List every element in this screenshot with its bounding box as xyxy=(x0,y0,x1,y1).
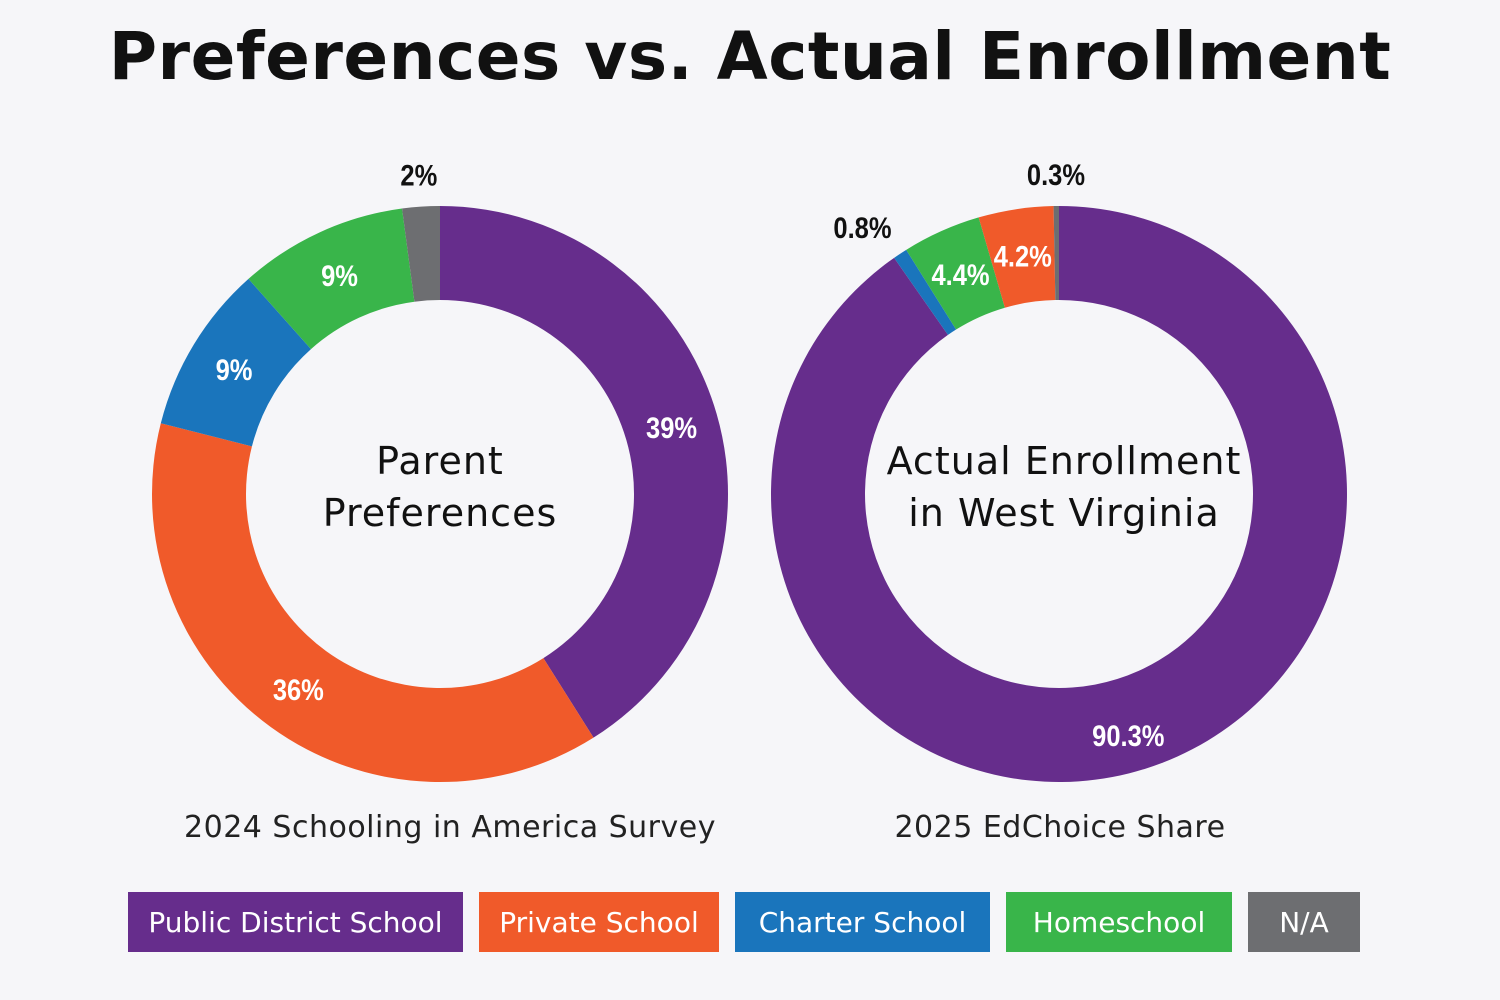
slice-public xyxy=(440,206,728,738)
data-label-private: 4.2% xyxy=(994,240,1052,273)
right-chart-source: 2025 EdChoice Share xyxy=(894,810,1226,845)
data-label-public: 90.3% xyxy=(1092,719,1165,752)
legend-item-na: N/A xyxy=(1248,892,1360,952)
center-label-line: Actual Enrollment xyxy=(887,439,1242,483)
actual-enrollment-donut: 90.3% 0.8% 4.4%4.2% 0.3% Actual Enrollment in… xyxy=(771,158,1347,783)
center-label-line: in West Virginia xyxy=(908,491,1220,535)
center-label-line: Parent xyxy=(376,439,504,483)
legend-item-private: Private School xyxy=(479,892,719,952)
legend-item-public: Public District School xyxy=(128,892,463,952)
data-label-private: 36% xyxy=(273,673,324,706)
data-label-public: 39% xyxy=(646,411,697,444)
slice-homeschool xyxy=(906,217,1005,330)
slice-na xyxy=(402,206,440,302)
center-label-line: Preferences xyxy=(323,491,558,535)
data-label-charter: 0.8% xyxy=(833,211,891,244)
slice-private xyxy=(978,206,1056,308)
data-label-na: 0.3% xyxy=(1027,158,1085,191)
slice-public xyxy=(771,206,1347,783)
legend-item-charter: Charter School xyxy=(735,892,990,952)
data-label-charter: 9% xyxy=(216,353,253,386)
slice-homeschool xyxy=(248,208,415,350)
left-chart-source: 2024 Schooling in America Survey xyxy=(184,810,716,845)
legend: Public District School Private School Ch… xyxy=(128,892,1360,952)
slice-private xyxy=(152,423,594,782)
data-label-homeschool: 4.4% xyxy=(931,258,989,291)
data-label-na: 2% xyxy=(400,159,437,192)
slice-charter xyxy=(160,278,311,447)
parent-preferences-donut: 39% 36% 9% 9% 2% Parent Preferences xyxy=(152,159,728,782)
slice-charter xyxy=(894,249,957,335)
legend-item-homeschool: Homeschool xyxy=(1006,892,1232,952)
chart-title: Preferences vs. Actual Enrollment xyxy=(108,18,1392,95)
data-label-homeschool: 9% xyxy=(321,259,358,292)
slice-na xyxy=(1053,206,1059,301)
